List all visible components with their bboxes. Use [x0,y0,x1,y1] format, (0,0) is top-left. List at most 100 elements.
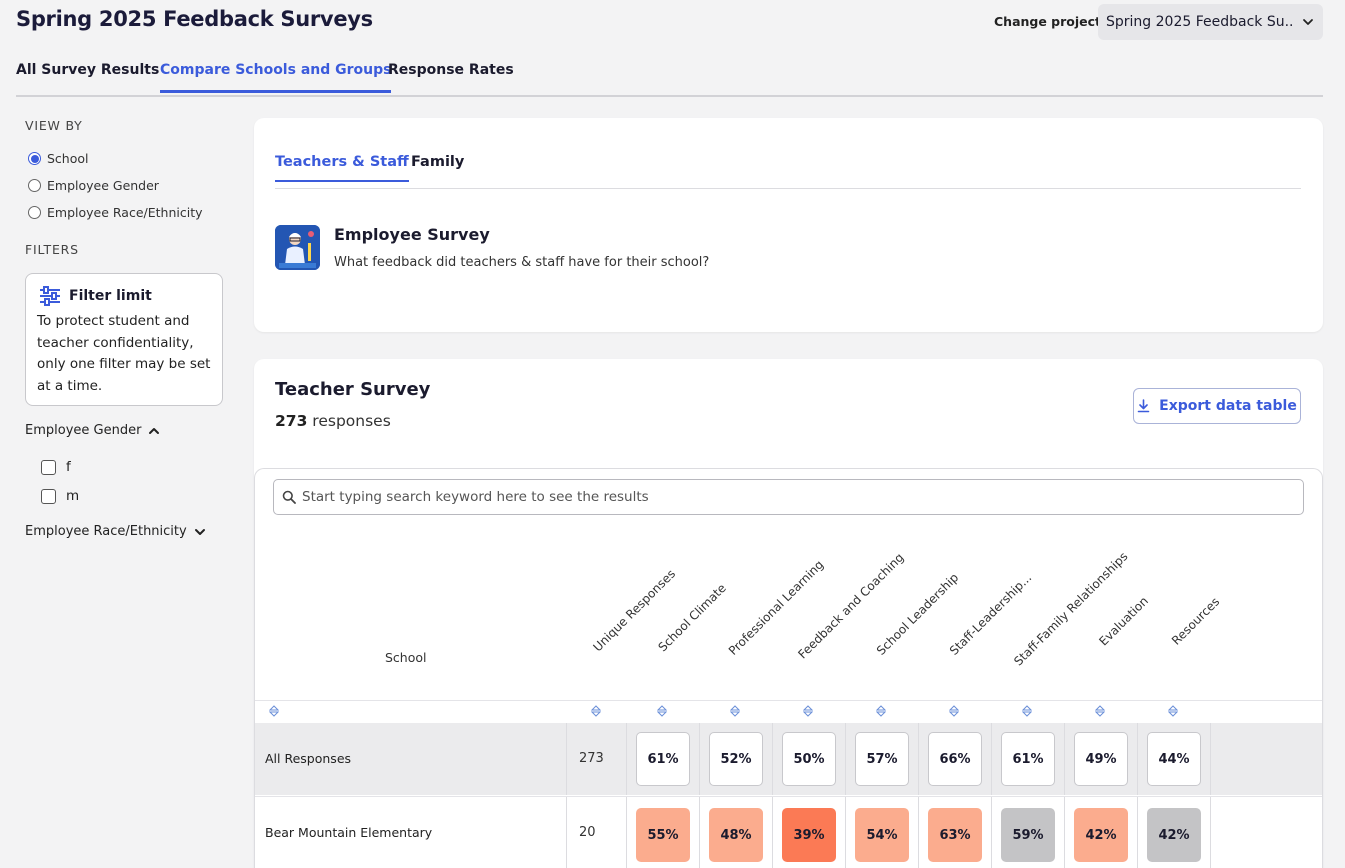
search-icon [282,490,296,504]
search-placeholder: Start typing search keyword here to see … [302,489,649,505]
radio-button[interactable] [28,179,41,192]
column-header-school[interactable]: School [385,650,427,665]
table-row-all-responses: All Responses 273 61% 52% 50% 57% 66% 61% 49% 4… [255,723,1322,795]
column-divider [1210,723,1211,795]
sort-icon[interactable] [1168,705,1178,717]
survey-illustration-icon [275,225,320,270]
sort-icon[interactable] [269,705,279,717]
audience-tabs: Teachers & Staff Family [275,154,1301,189]
filter-limit-notice: Filter limit To protect student and teac… [25,273,223,406]
response-count: 273 responses [275,412,391,430]
tab-teachers-staff[interactable]: Teachers & Staff [275,154,409,182]
sort-icon[interactable] [949,705,959,717]
export-data-table-button[interactable]: Export data table [1133,388,1301,424]
column-header-staff-leadership[interactable]: Staff-Leadership... [946,570,1035,658]
score-cell[interactable]: 48% [709,808,763,862]
employee-race-group-toggle[interactable]: Employee Race/Ethnicity [25,524,207,539]
column-divider [626,797,627,868]
column-header-evaluation[interactable]: Evaluation [1096,593,1151,649]
score-cell[interactable]: 66% [928,732,982,786]
results-table: Start typing search keyword here to see … [254,468,1323,868]
download-icon [1137,399,1150,413]
page-title: Spring 2025 Feedback Surveys [16,7,373,31]
sort-icon[interactable] [1022,705,1032,717]
project-select[interactable]: Spring 2025 Feedback Su... [1098,4,1323,40]
radio-label: Employee Race/Ethnicity [47,205,203,220]
row-response-count: 273 [579,751,604,766]
tab-response-rates[interactable]: Response Rates [388,62,514,78]
score-cell[interactable]: 54% [855,808,909,862]
score-cell[interactable]: 50% [782,732,836,786]
column-divider [699,723,700,795]
sort-icon[interactable] [803,705,813,717]
column-header-resources[interactable]: Resources [1169,594,1223,648]
sort-icon[interactable] [730,705,740,717]
column-divider [991,723,992,795]
sort-icon[interactable] [657,705,667,717]
column-header-professional-learning[interactable]: Professional Learning [725,557,827,658]
tab-compare-schools-groups[interactable]: Compare Schools and Groups [160,62,392,93]
score-cell[interactable]: 52% [709,732,763,786]
column-divider [626,723,627,795]
radio-label: School [47,151,89,166]
radio-button[interactable] [28,152,41,165]
checkbox-label: m [66,488,80,504]
column-divider [566,723,567,795]
results-card: Teacher Survey 273 responses Export data… [254,359,1323,868]
view-by-school-option[interactable]: School [28,151,89,166]
chevron-down-icon [194,528,205,535]
column-divider [991,797,992,868]
score-cell[interactable]: 63% [928,808,982,862]
score-cell[interactable]: 49% [1074,732,1128,786]
score-cell[interactable]: 39% [782,808,836,862]
response-count-number: 273 [275,412,308,430]
column-header-feedback-coaching[interactable]: Feedback and Coaching [795,550,907,662]
filters-heading: FILTERS [25,242,79,257]
score-cell[interactable]: 55% [636,808,690,862]
column-header-school-leadership[interactable]: School Leadership [873,570,962,658]
column-divider [699,797,700,868]
export-label: Export data table [1159,398,1297,414]
checkbox-label: f [66,459,71,475]
sort-icon[interactable] [876,705,886,717]
sort-icon[interactable] [591,705,601,717]
employee-gender-group-toggle[interactable]: Employee Gender [25,423,161,438]
filter-limit-text: To protect student and teacher confident… [37,313,211,394]
tab-all-survey-results[interactable]: All Survey Results [16,62,160,78]
row-name: Bear Mountain Elementary [265,825,433,840]
filter-limit-title: Filter limit [69,288,152,304]
gender-option-f[interactable]: f [41,459,71,475]
view-by-race-option[interactable]: Employee Race/Ethnicity [28,205,203,220]
group-label: Employee Race/Ethnicity [25,524,187,539]
score-cell[interactable]: 61% [636,732,690,786]
score-cell[interactable]: 44% [1147,732,1201,786]
score-cell[interactable]: 59% [1001,808,1055,862]
survey-title: Employee Survey [334,225,490,244]
score-cell[interactable]: 42% [1147,808,1201,862]
column-divider [566,797,567,868]
column-header-school-climate[interactable]: School Climate [655,580,729,655]
chevron-down-icon [1303,19,1313,25]
radio-button[interactable] [28,206,41,219]
column-divider [918,723,919,795]
sort-icon[interactable] [1095,705,1105,717]
score-cell[interactable]: 61% [1001,732,1055,786]
checkbox[interactable] [41,488,56,504]
chevron-up-icon [149,427,160,434]
score-cell[interactable]: 57% [855,732,909,786]
column-divider [772,797,773,868]
tab-family[interactable]: Family [411,154,465,170]
search-input[interactable]: Start typing search keyword here to see … [273,479,1304,515]
response-count-suffix: responses [312,412,391,430]
column-header-unique-responses[interactable]: Unique Responses [590,566,679,655]
score-cell[interactable]: 42% [1074,808,1128,862]
row-response-count: 20 [579,825,596,840]
survey-selector-card: Teachers & Staff Family Employee Survey … [254,118,1323,332]
table-row-bear-mountain: Bear Mountain Elementary 20 55% 48% 39% 54%… [255,796,1322,868]
checkbox[interactable] [41,459,56,475]
column-divider [1210,797,1211,868]
view-by-gender-option[interactable]: Employee Gender [28,178,159,193]
gender-option-m[interactable]: m [41,488,79,504]
sliders-icon [40,286,60,306]
radio-label: Employee Gender [47,178,159,193]
